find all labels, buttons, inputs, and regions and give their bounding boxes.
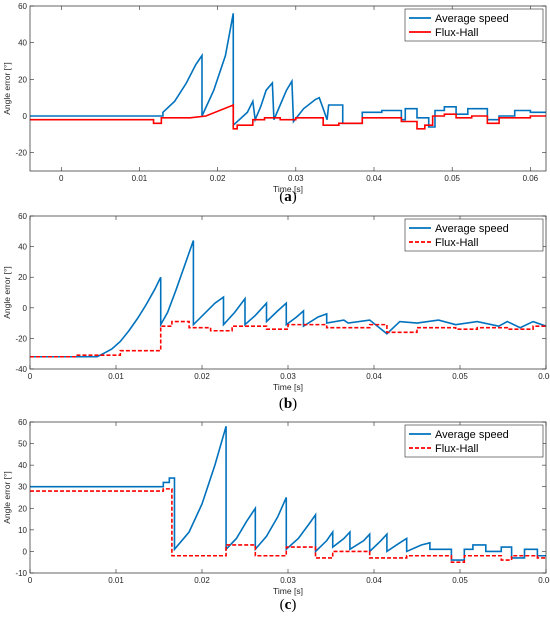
caption-letter: c [285,597,292,613]
legend-box [404,424,544,458]
axes-frame [29,5,547,172]
axes-frame [29,421,547,574]
y-axis-label: Angle error [°] [2,266,12,319]
y-tick-label: -20 [15,149,27,158]
x-tick-label: 0.01 [108,576,124,585]
x-axis-label: Time [s] [273,382,303,392]
x-tick-label: 0 [28,372,33,381]
y-tick-label: 0 [23,547,28,556]
legend-label: Flux-Hall [435,237,478,249]
x-tick-label: 0.01 [108,372,124,381]
y-tick-label: 10 [18,526,27,535]
x-axis-label: Time [s] [273,586,303,596]
subfigure-caption: (c) [280,597,297,613]
y-tick-label: 30 [18,483,27,492]
series-line-average-speed [30,240,546,358]
legend-label: Flux-Hall [435,443,478,455]
x-tick-label: 0.03 [280,576,296,585]
x-tick-label: 0 [28,576,33,585]
caption-close: ) [292,189,297,205]
y-tick-label: 0 [23,304,28,313]
y-axis-label: Angle error [°] [2,62,12,115]
x-tick-label: 0.04 [366,174,382,183]
x-tick-label: 0.06 [523,174,539,183]
y-tick-label: -20 [15,334,27,343]
x-tick-label: 0.04 [366,576,382,585]
x-tick-label: 0.04 [366,372,382,381]
x-tick-label: 0.05 [452,372,468,381]
y-tick-label: 40 [18,39,27,48]
series-line-flux-hall [30,103,546,130]
legend-label: Flux-Hall [435,27,478,39]
x-tick-label: 0.06 [538,576,550,585]
y-tick-label: 0 [23,112,28,121]
x-tick-label: 0 [59,174,64,183]
legend-box [404,8,544,42]
chart-b: 0 0.01 0.02 0.03 0.04 0.05 0.06 -40 -20 0 20 40 60 Ti… [2,212,550,412]
y-tick-label: -40 [15,365,27,374]
chart-c: 00.010.020.030.040.050.06-10010203040506… [2,418,550,613]
x-tick-label: 0.02 [194,372,210,381]
y-tick-label: 50 [18,440,27,449]
legend-label: Average speed [435,223,509,235]
subfigure-caption: (a) [279,189,297,205]
y-tick-label: 40 [18,243,27,252]
caption-open: ( [279,396,284,412]
y-tick-label: 40 [18,461,27,470]
series-line-average-speed [30,426,546,561]
x-tick-label: 0.05 [444,174,460,183]
y-axis-label: Angle error [°] [2,471,12,524]
caption-close: ) [291,597,296,613]
y-tick-label: 20 [18,273,27,282]
chart-a: 0 0.01 0.02 0.03 0.04 0.05 0.06 -20 0 20 40 60 Time … [2,2,547,205]
x-axis-label: Time [s] [273,184,303,194]
legend-label: Average speed [435,13,509,25]
x-tick-label: 0.06 [538,372,550,381]
y-tick-label: 60 [18,212,27,221]
x-tick-label: 0.03 [288,174,304,183]
caption-letter: a [284,189,292,205]
y-tick-label: 20 [18,75,27,84]
legend-label: Average speed [435,429,509,441]
x-tick-label: 0.02 [194,576,210,585]
x-tick-label: 0.02 [210,174,226,183]
axes-frame [29,215,547,370]
legend-box [404,218,544,252]
caption-letter: b [284,396,292,412]
series-line-flux-hall [30,320,546,358]
y-tick-label: -10 [15,569,27,578]
series-line-flux-hall [30,488,546,564]
caption-close: ) [292,396,297,412]
y-tick-label: 60 [18,2,27,11]
y-tick-label: 20 [18,504,27,513]
caption-open: ( [280,597,285,613]
subfigure-caption: (b) [279,396,297,412]
x-tick-label: 0.03 [280,372,296,381]
x-tick-label: 0.05 [452,576,468,585]
x-tick-label: 0.01 [132,174,148,183]
y-tick-label: 60 [18,418,27,427]
caption-open: ( [279,189,284,205]
